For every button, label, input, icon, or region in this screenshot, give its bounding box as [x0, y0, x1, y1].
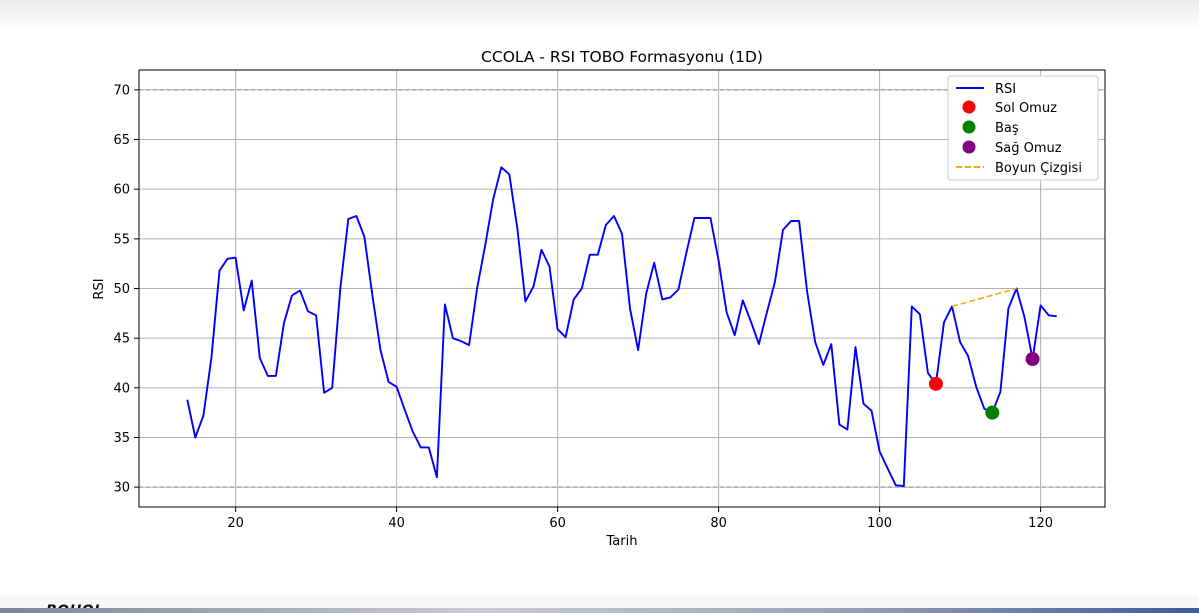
x-axis-ticks: 20 40 60 80 100 120 [227, 507, 1053, 531]
y-tick-label: 35 [113, 431, 130, 446]
bottom-divider [0, 608, 1199, 613]
pattern-points [928, 352, 1040, 420]
legend-sag-omuz-label: Sağ Omuz [995, 141, 1062, 156]
x-tick-label: 60 [549, 516, 566, 531]
neckline-line [951, 287, 1017, 308]
y-axis-label: RSI [92, 278, 107, 299]
legend-sol-omuz-swatch [962, 100, 976, 114]
legend-bas-swatch [962, 120, 976, 134]
y-axis-ticks: 30 35 40 45 50 55 60 65 70 [113, 83, 139, 496]
legend: RSI Sol Omuz Baş Sağ Omuz Boyun Çizgisi [947, 75, 1099, 181]
legend-box [947, 75, 1099, 181]
sag-omuz-point [1025, 352, 1040, 367]
rsi-line [186, 166, 1057, 488]
sol-omuz-point [928, 376, 943, 391]
y-tick-label: 60 [113, 183, 130, 198]
bottom-strip: BOHOL [0, 596, 1199, 613]
reference-lines [139, 89, 1105, 488]
y-tick-label: 65 [113, 133, 130, 148]
y-tick-label: 30 [113, 481, 130, 496]
x-tick-label: 40 [388, 516, 405, 531]
legend-boyun-label: Boyun Çizgisi [995, 161, 1082, 176]
x-tick-label: 100 [867, 516, 892, 531]
legend-sol-omuz-label: Sol Omuz [995, 101, 1057, 116]
chart-title: CCOLA - RSI TOBO Formasyonu (1D) [481, 48, 763, 66]
legend-sag-omuz-swatch [962, 140, 976, 154]
x-tick-label: 80 [710, 516, 727, 531]
window-top-strip [0, 0, 1199, 32]
legend-bas-label: Baş [995, 121, 1019, 136]
series-layer [186, 166, 1057, 488]
y-tick-label: 40 [113, 381, 130, 396]
x-tick-label: 20 [227, 516, 244, 531]
y-tick-label: 45 [113, 332, 130, 347]
y-tick-label: 50 [113, 282, 130, 297]
y-tick-label: 70 [113, 83, 130, 98]
x-axis-label: Tarih [606, 534, 638, 549]
legend-rsi-label: RSI [995, 82, 1016, 97]
x-tick-label: 120 [1028, 516, 1053, 531]
bas-point [985, 405, 1000, 420]
y-tick-label: 55 [113, 232, 130, 247]
